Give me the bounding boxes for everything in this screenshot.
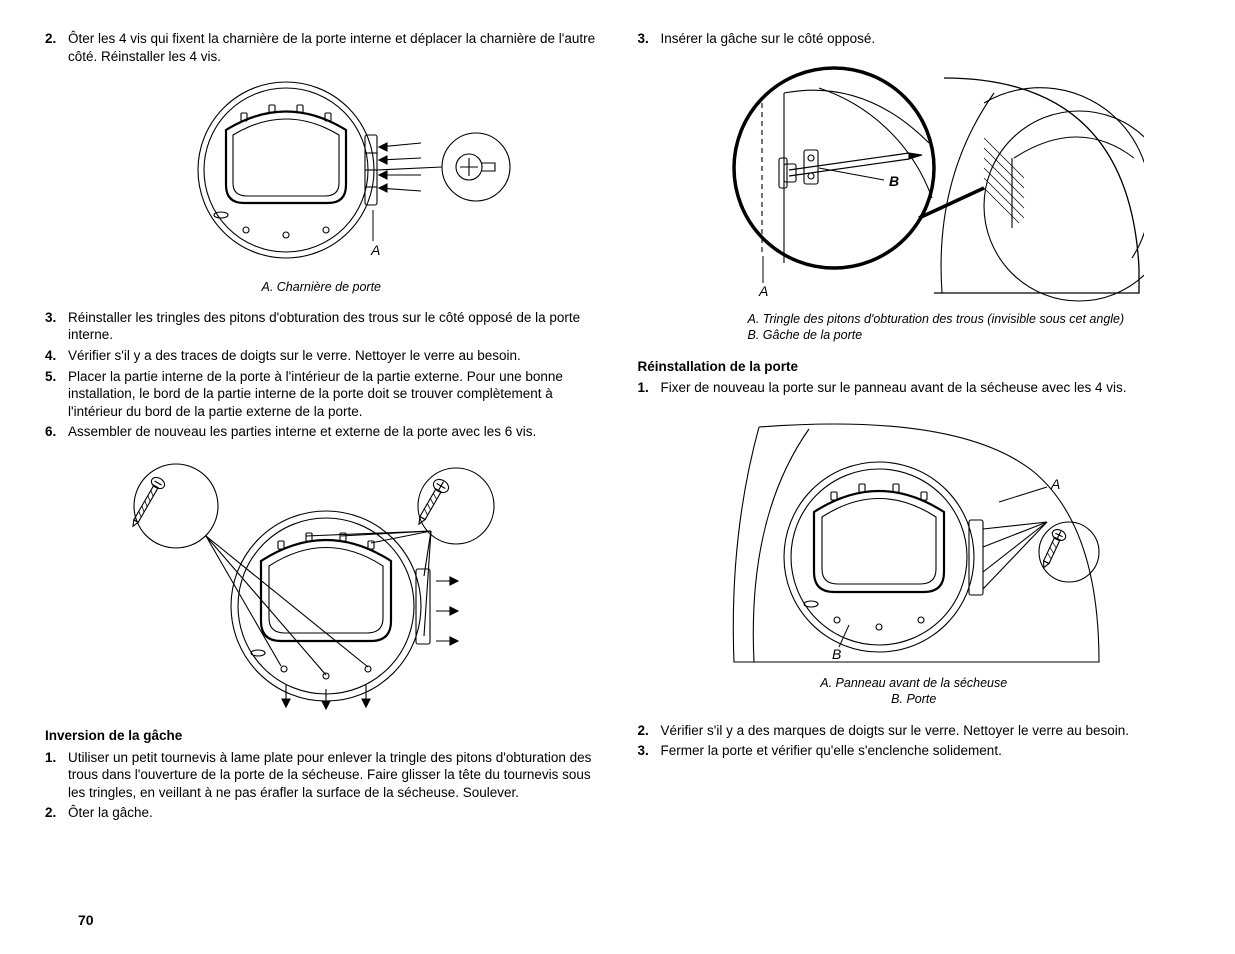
step-num: 1.	[45, 749, 68, 802]
gache-step-2: 2. Ôter la gâche.	[45, 804, 598, 822]
subhead-gache: Inversion de la gâche	[45, 727, 598, 745]
left-column: 2. Ôter les 4 vis qui fixent la charnièr…	[45, 30, 598, 825]
step-num: 2.	[45, 30, 68, 65]
step-num: 6.	[45, 423, 68, 441]
fig4-caption-b: B. Porte	[638, 691, 1191, 707]
fig3-caption-b: B. Gâche de la porte	[748, 327, 1191, 343]
fig3-caption-a: A. Tringle des pitons d'obturation des t…	[748, 311, 1191, 327]
step-text: Placer la partie interne de la porte à l…	[68, 368, 598, 421]
gache-step-1: 1. Utiliser un petit tournevis à lame pl…	[45, 749, 598, 802]
reinst-step-1: 1. Fixer de nouveau la porte sur le pann…	[638, 379, 1191, 397]
step-text: Ôter la gâche.	[68, 804, 598, 822]
gache-steps: 1. Utiliser un petit tournevis à lame pl…	[45, 749, 598, 822]
reinst-steps-1: 1. Fixer de nouveau la porte sur le pann…	[638, 379, 1191, 397]
fig1-caption: A. Charnière de porte	[45, 279, 598, 295]
step-num: 1.	[638, 379, 661, 397]
fig3-label-b: B	[889, 173, 899, 189]
step-2: 2. Ôter les 4 vis qui fixent la charnièr…	[45, 30, 598, 65]
figure-assemble	[45, 451, 598, 716]
fig4-label-b: B	[832, 646, 841, 662]
figure-reinstall: A B	[638, 407, 1191, 672]
page-number: 70	[78, 911, 94, 929]
right-step-3: 3. Insérer la gâche sur le côté opposé.	[638, 30, 1191, 48]
fig3-caption: A. Tringle des pitons d'obturation des t…	[748, 311, 1191, 344]
step-text: Fixer de nouveau la porte sur le panneau…	[661, 379, 1191, 397]
step-num: 5.	[45, 368, 68, 421]
step-num: 3.	[638, 30, 661, 48]
subhead-reinst: Réinstallation de la porte	[638, 358, 1191, 376]
fig4-caption: A. Panneau avant de la sécheuse B. Porte	[638, 675, 1191, 708]
right-column: 3. Insérer la gâche sur le côté opposé.	[638, 30, 1191, 825]
step-text: Vérifier s'il y a des traces de doigts s…	[68, 347, 598, 365]
fig4-caption-a: A. Panneau avant de la sécheuse	[638, 675, 1191, 691]
left-steps-2: 3. Réinstaller les tringles des pitons d…	[45, 309, 598, 441]
step-num: 3.	[638, 742, 661, 760]
step-text: Assembler de nouveau les parties interne…	[68, 423, 598, 441]
left-steps-1: 2. Ôter les 4 vis qui fixent la charnièr…	[45, 30, 598, 65]
fig1-label-a: A	[370, 242, 380, 258]
step-num: 2.	[45, 804, 68, 822]
step-num: 3.	[45, 309, 68, 344]
step-text: Utiliser un petit tournevis à lame plate…	[68, 749, 598, 802]
step-4: 4. Vérifier s'il y a des traces de doigt…	[45, 347, 598, 365]
fig4-label-a: A	[1050, 476, 1060, 492]
step-6: 6. Assembler de nouveau les parties inte…	[45, 423, 598, 441]
step-text: Vérifier s'il y a des marques de doigts …	[661, 722, 1191, 740]
right-steps-1: 3. Insérer la gâche sur le côté opposé.	[638, 30, 1191, 48]
step-num: 2.	[638, 722, 661, 740]
reinst-step-2: 2. Vérifier s'il y a des marques de doig…	[638, 722, 1191, 740]
step-3: 3. Réinstaller les tringles des pitons d…	[45, 309, 598, 344]
reinst-steps-2: 2. Vérifier s'il y a des marques de doig…	[638, 722, 1191, 760]
step-text: Insérer la gâche sur le côté opposé.	[661, 30, 1191, 48]
figure-hinge: A	[45, 75, 598, 275]
reinst-step-3: 3. Fermer la porte et vérifier qu'elle s…	[638, 742, 1191, 760]
step-num: 4.	[45, 347, 68, 365]
step-text: Réinstaller les tringles des pitons d'ob…	[68, 309, 598, 344]
step-text: Ôter les 4 vis qui fixent la charnière d…	[68, 30, 598, 65]
step-5: 5. Placer la partie interne de la porte …	[45, 368, 598, 421]
fig3-label-a: A	[758, 283, 768, 299]
step-text: Fermer la porte et vérifier qu'elle s'en…	[661, 742, 1191, 760]
figure-gache: B A	[638, 58, 1191, 308]
